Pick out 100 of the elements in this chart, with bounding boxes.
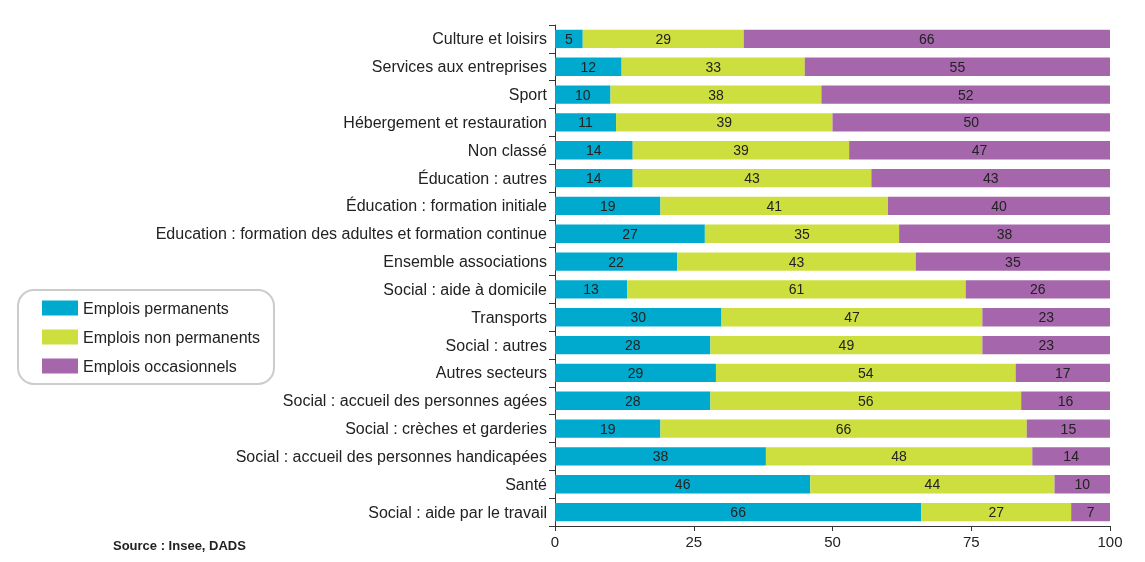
bar xyxy=(1032,447,1110,466)
data-label: 35 xyxy=(1005,253,1021,270)
data-label: 43 xyxy=(788,253,805,270)
bar xyxy=(710,335,983,355)
bar xyxy=(632,168,872,188)
data-label: 15 xyxy=(1060,420,1077,437)
data-label: 66 xyxy=(919,30,935,47)
bar xyxy=(710,391,1022,410)
y-tick-label: Social : aide à domicile xyxy=(383,280,548,298)
legend-label: Emplois permanents xyxy=(83,299,229,317)
bar xyxy=(804,57,1110,76)
bar xyxy=(743,29,1110,49)
data-label: 28 xyxy=(624,392,641,409)
y-tick-label: Social : accueil des personnes agées xyxy=(282,392,547,410)
bar xyxy=(555,85,611,104)
y-tick-label: Autres secteurs xyxy=(435,364,547,382)
data-label: 50 xyxy=(963,114,980,131)
bar xyxy=(621,57,805,76)
data-label: 66 xyxy=(835,420,852,437)
data-label: 11 xyxy=(578,114,593,131)
data-label: 61 xyxy=(788,281,805,298)
bar xyxy=(982,335,1110,355)
data-label: 22 xyxy=(608,253,625,270)
y-tick-label: Transports xyxy=(471,308,547,326)
bar xyxy=(715,363,1016,383)
data-label: 29 xyxy=(655,30,672,47)
data-label: 44 xyxy=(924,476,941,493)
data-label: 26 xyxy=(1030,281,1046,298)
x-tick-label: 100 xyxy=(1097,533,1123,550)
data-label: 14 xyxy=(586,142,602,159)
y-tick-label: Santé xyxy=(505,475,548,493)
data-label: 14 xyxy=(586,170,602,187)
data-label: 47 xyxy=(844,309,860,326)
y-tick-label: Non classé xyxy=(467,141,548,159)
y-tick-label: Hébergement et restauration xyxy=(343,113,547,131)
bar xyxy=(721,308,983,327)
data-label: 19 xyxy=(599,420,616,437)
bar xyxy=(555,113,617,132)
data-label: 29 xyxy=(627,364,644,381)
y-tick-label: Éducation : autres xyxy=(418,168,547,187)
y-tick-label: Social : autres xyxy=(445,336,547,354)
x-tick-label: 50 xyxy=(824,533,841,550)
bar xyxy=(582,29,744,49)
bar xyxy=(555,335,711,355)
bar xyxy=(555,502,922,522)
bar xyxy=(610,85,822,104)
bar xyxy=(660,419,1027,438)
bar xyxy=(821,85,1110,104)
data-label: 35 xyxy=(794,225,810,242)
data-label: 27 xyxy=(988,504,1005,521)
bar xyxy=(832,113,1110,132)
y-tick-label: Ensemble associations xyxy=(383,253,547,271)
x-tick-label: 0 xyxy=(550,533,560,550)
bar xyxy=(1021,391,1110,410)
bar xyxy=(849,141,1110,160)
data-label: 47 xyxy=(971,142,988,159)
bar xyxy=(810,475,1055,494)
bar xyxy=(982,308,1110,327)
source-note: Source : Insee, DADS xyxy=(113,538,247,553)
data-label: 66 xyxy=(730,504,747,521)
data-label: 52 xyxy=(957,86,974,103)
bar xyxy=(555,447,766,466)
data-label: 55 xyxy=(949,58,966,75)
bar xyxy=(555,224,705,243)
bar xyxy=(555,280,628,299)
y-tick-label: Services aux entreprises xyxy=(371,58,547,76)
bar xyxy=(899,224,1110,243)
data-label: 23 xyxy=(1038,337,1055,354)
bar xyxy=(965,280,1110,299)
data-label: 12 xyxy=(580,58,597,75)
data-label: 17 xyxy=(1055,364,1071,381)
data-label: 5 xyxy=(564,30,573,47)
data-label: 13 xyxy=(583,281,600,298)
data-label: 33 xyxy=(705,58,722,75)
data-label: 23 xyxy=(1038,309,1055,326)
legend-label: Emplois non permanents xyxy=(83,328,260,346)
x-tick-label: 75 xyxy=(962,533,980,550)
data-label: 56 xyxy=(858,392,874,409)
bar xyxy=(627,280,966,299)
bar xyxy=(555,57,622,76)
data-label: 48 xyxy=(891,448,908,465)
bar xyxy=(555,141,633,160)
y-tick-label: Sport xyxy=(508,86,548,104)
bar xyxy=(555,196,661,216)
bar xyxy=(555,391,711,410)
bar xyxy=(888,196,1110,216)
data-label: 30 xyxy=(630,309,647,326)
bar xyxy=(871,168,1110,188)
bar xyxy=(555,252,678,271)
y-tick-label: Social : aide par le travail xyxy=(368,503,547,521)
legend-label: Emplois occasionnels xyxy=(83,357,237,375)
bar xyxy=(632,141,850,160)
data-label: 10 xyxy=(574,86,591,103)
data-label: 54 xyxy=(858,364,874,381)
bar xyxy=(1071,502,1110,522)
data-label: 43 xyxy=(982,170,999,187)
y-tick-label: Social : crèches et garderies xyxy=(345,420,547,438)
bar xyxy=(915,252,1110,271)
data-label: 14 xyxy=(1063,448,1080,465)
y-tick-label: Education : formation des adultes et formation continue xyxy=(155,225,548,243)
